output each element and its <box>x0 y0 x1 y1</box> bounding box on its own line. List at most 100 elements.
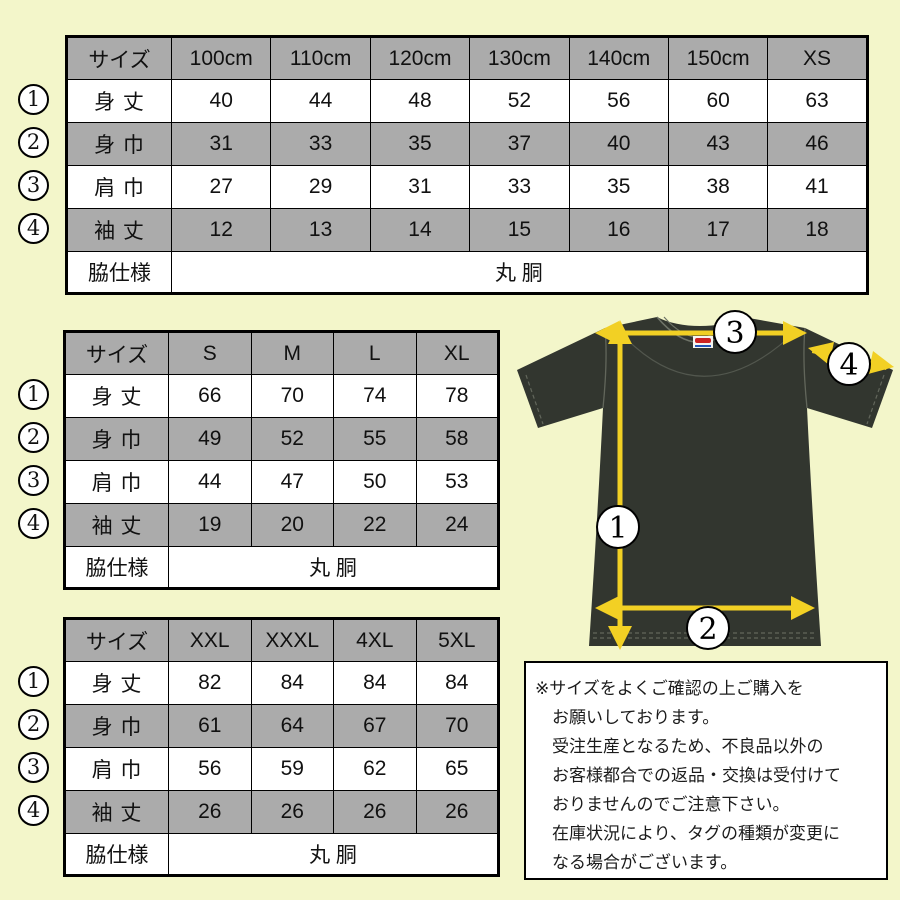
size-cell: 58 <box>415 417 499 461</box>
table-row-body-width: 身 巾 61 64 67 70 <box>64 704 499 748</box>
size-col: XXXL <box>250 618 334 662</box>
table-row-shoulder-width: 肩 巾 27 29 31 33 35 38 41 <box>66 165 868 209</box>
row-marker-2: 2 <box>18 709 49 740</box>
marker-circle-3 <box>713 310 757 354</box>
size-cell: 17 <box>667 208 769 252</box>
size-header-cell: サイズ <box>64 618 169 662</box>
size-cell: 52 <box>469 79 570 123</box>
size-cell: 41 <box>767 165 868 209</box>
marker-3-shoulder-width: 3 <box>725 316 744 351</box>
size-cell: 55 <box>333 417 417 461</box>
row-label: 脇仕様 <box>66 251 172 294</box>
size-cell: 61 <box>168 704 252 748</box>
size-cell: 33 <box>469 165 570 209</box>
side-spec-value: 丸 胴 <box>168 546 499 589</box>
size-cell: 65 <box>415 747 499 791</box>
row-marker-3: 3 <box>18 465 49 496</box>
size-cell: 64 <box>250 704 334 748</box>
table-header-row: サイズ S M L XL <box>64 331 499 375</box>
size-cell: 44 <box>168 460 252 504</box>
table-row-side-spec: 脇仕様 丸 胴 <box>64 833 499 876</box>
note-line: 受注生産となるため、不良品以外の <box>552 737 824 756</box>
size-cell: 82 <box>168 661 252 705</box>
table-row-body-width: 身 巾 49 52 55 58 <box>64 417 499 461</box>
size-cell: 44 <box>270 79 371 123</box>
size-cell: 16 <box>568 208 669 252</box>
size-col: 100cm <box>170 36 272 80</box>
chest-seam-arc <box>617 329 797 377</box>
row-marker-2: 2 <box>18 127 49 158</box>
size-cell: 26 <box>415 790 499 834</box>
note-line: お願いしております。 <box>552 708 720 727</box>
size-col: M <box>250 331 334 375</box>
size-cell: 47 <box>250 460 334 504</box>
size-cell: 35 <box>369 122 471 166</box>
size-col: 120cm <box>369 36 471 80</box>
row-label: 袖 丈 <box>66 208 172 252</box>
row-marker-3: 3 <box>18 170 49 201</box>
size-cell: 74 <box>333 374 417 418</box>
size-cell: 22 <box>333 503 417 547</box>
size-cell: 33 <box>270 122 371 166</box>
row-label: 肩 巾 <box>64 460 169 504</box>
row-marker-4: 4 <box>18 508 49 539</box>
row-label: 身 丈 <box>66 79 172 123</box>
size-cell: 49 <box>168 417 252 461</box>
size-cell: 84 <box>333 661 417 705</box>
size-cell: 70 <box>415 704 499 748</box>
size-cell: 43 <box>667 122 769 166</box>
size-cell: 29 <box>270 165 371 209</box>
size-cell: 27 <box>170 165 272 209</box>
size-cell: 52 <box>250 417 334 461</box>
size-col: 110cm <box>270 36 371 80</box>
size-col: XXL <box>168 618 252 662</box>
size-cell: 46 <box>767 122 868 166</box>
size-cell: 15 <box>469 208 570 252</box>
size-cell: 31 <box>170 122 272 166</box>
side-spec-value: 丸 胴 <box>168 833 499 876</box>
row-marker-1: 1 <box>18 379 49 410</box>
table-row-shoulder-width: 肩 巾 44 47 50 53 <box>64 460 499 504</box>
right-cuff-stitch <box>866 374 885 425</box>
size-cell: 50 <box>333 460 417 504</box>
size-cell: 40 <box>170 79 272 123</box>
size-cell: 24 <box>415 503 499 547</box>
table-header-row: サイズ 100cm 110cm 120cm 130cm 140cm 150cm … <box>66 36 868 80</box>
table-row-sleeve-length: 袖 丈 12 13 14 15 16 17 18 <box>66 208 868 252</box>
size-col: 130cm <box>469 36 570 80</box>
row-marker-2: 2 <box>18 422 49 453</box>
size-col: 150cm <box>667 36 769 80</box>
size-cell: 53 <box>415 460 499 504</box>
size-cell: 13 <box>270 208 371 252</box>
neck-tag <box>693 336 713 348</box>
size-header-cell: サイズ <box>64 331 169 375</box>
marker-1-body-length: 1 <box>608 511 627 546</box>
size-cell: 14 <box>369 208 471 252</box>
right-armhole-seam <box>803 327 808 409</box>
size-table-adult: サイズ S M L XL 身 丈 66 70 74 78 身 巾 49 52 5… <box>63 330 500 590</box>
marker-2-body-width: 2 <box>698 612 717 647</box>
note-line: なる場合がございます。 <box>552 853 738 872</box>
size-cell: 26 <box>333 790 417 834</box>
row-label: 肩 巾 <box>66 165 172 209</box>
note-line: おりませんのでご注意下さい。 <box>552 795 790 814</box>
size-cell: 19 <box>168 503 252 547</box>
size-header-cell: サイズ <box>66 36 172 80</box>
row-marker-1: 1 <box>18 84 49 115</box>
size-cell: 56 <box>168 747 252 791</box>
row-marker-4: 4 <box>18 795 49 826</box>
size-col: 4XL <box>333 618 417 662</box>
note-line: お客様都合での返品・交換は受付けて <box>552 766 841 785</box>
size-cell: 35 <box>568 165 669 209</box>
size-cell: 67 <box>333 704 417 748</box>
size-col: 5XL <box>415 618 499 662</box>
size-col: S <box>168 331 252 375</box>
tshirt-body <box>517 317 893 646</box>
table-row-sleeve-length: 袖 丈 26 26 26 26 <box>64 790 499 834</box>
size-cell: 60 <box>667 79 769 123</box>
row-label: 脇仕様 <box>64 833 169 876</box>
size-col: 140cm <box>568 36 669 80</box>
left-cuff-stitch <box>525 374 544 425</box>
row-label: 身 丈 <box>64 661 169 705</box>
row-label: 脇仕様 <box>64 546 169 589</box>
